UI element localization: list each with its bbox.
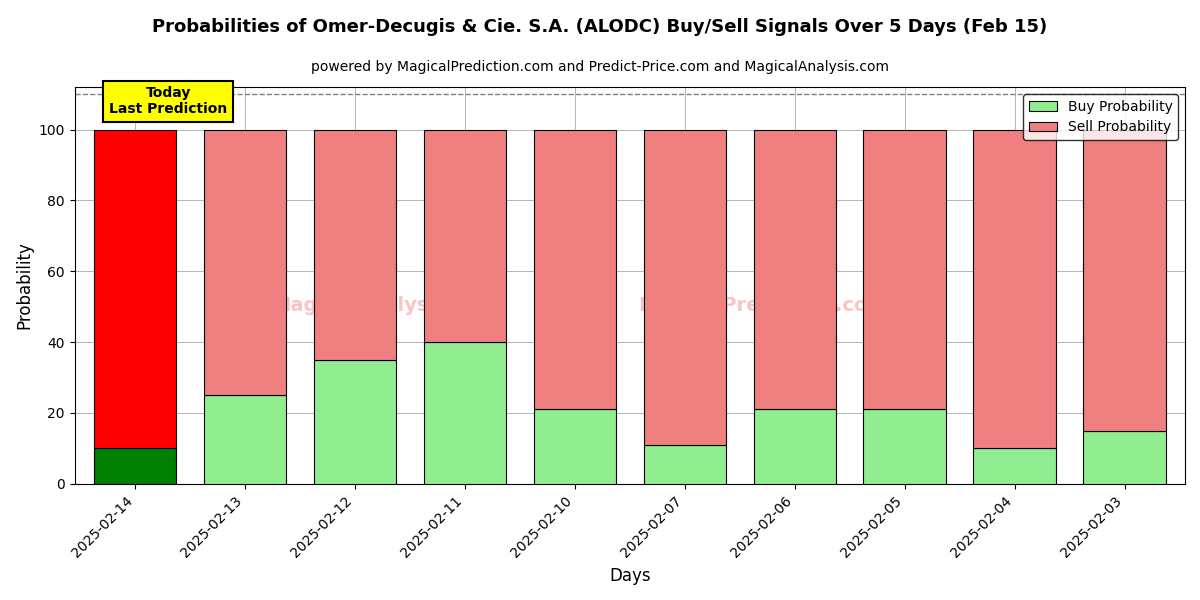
Text: MagicalPrediction.com: MagicalPrediction.com bbox=[638, 296, 888, 315]
Bar bbox=[754, 130, 836, 409]
Bar bbox=[534, 130, 616, 409]
Bar bbox=[1084, 130, 1165, 431]
Bar bbox=[204, 130, 287, 395]
Bar bbox=[424, 342, 506, 484]
X-axis label: Days: Days bbox=[610, 567, 650, 585]
Y-axis label: Probability: Probability bbox=[16, 241, 34, 329]
Bar bbox=[424, 130, 506, 342]
Bar bbox=[973, 448, 1056, 484]
Text: Probabilities of Omer-Decugis & Cie. S.A. (ALODC) Buy/Sell Signals Over 5 Days (: Probabilities of Omer-Decugis & Cie. S.A… bbox=[152, 18, 1048, 36]
Bar bbox=[973, 130, 1056, 448]
Bar bbox=[534, 409, 616, 484]
Bar bbox=[204, 395, 287, 484]
Text: MagicalAnalysis.com: MagicalAnalysis.com bbox=[271, 296, 499, 315]
Bar bbox=[313, 130, 396, 360]
Bar bbox=[643, 130, 726, 445]
Bar bbox=[864, 130, 946, 409]
Text: powered by MagicalPrediction.com and Predict-Price.com and MagicalAnalysis.com: powered by MagicalPrediction.com and Pre… bbox=[311, 60, 889, 74]
Legend: Buy Probability, Sell Probability: Buy Probability, Sell Probability bbox=[1024, 94, 1178, 140]
Bar bbox=[94, 448, 176, 484]
Bar bbox=[754, 409, 836, 484]
Bar bbox=[313, 360, 396, 484]
Bar bbox=[1084, 431, 1165, 484]
Text: Today
Last Prediction: Today Last Prediction bbox=[109, 86, 227, 116]
Bar bbox=[643, 445, 726, 484]
Bar bbox=[94, 130, 176, 448]
Bar bbox=[864, 409, 946, 484]
